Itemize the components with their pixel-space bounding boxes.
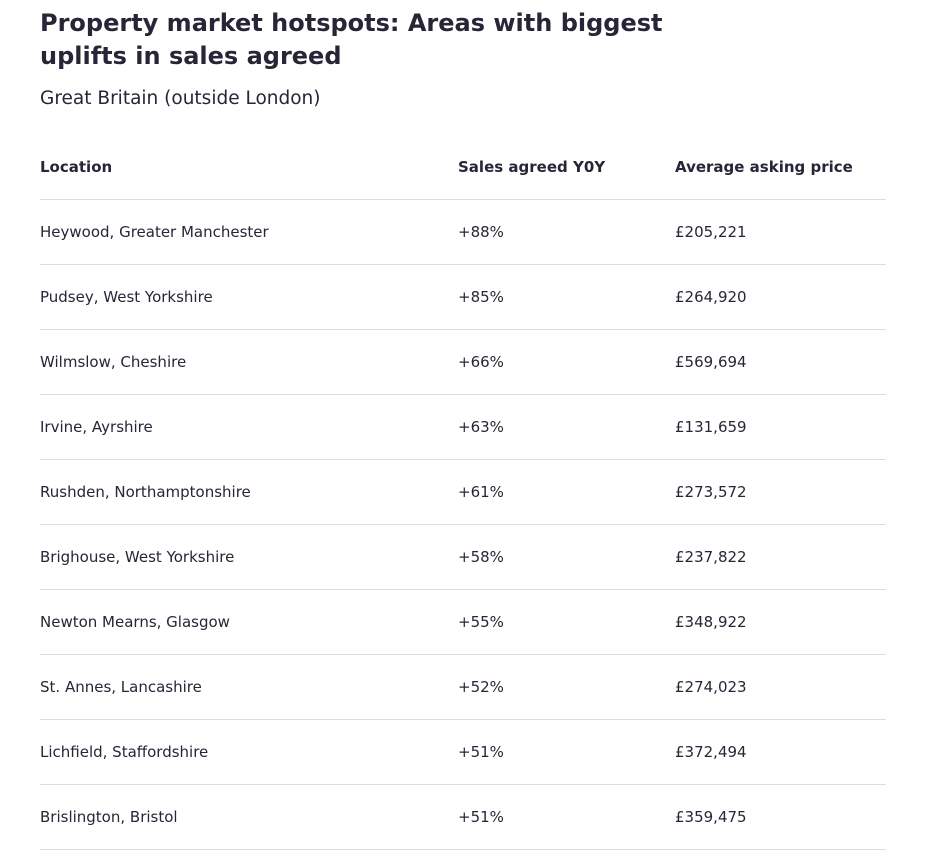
asking-price-cell: £264,920: [675, 264, 886, 330]
sales-agreed-cell: +63%: [458, 394, 675, 460]
asking-price-cell: £372,494: [675, 719, 886, 785]
location-cell: Heywood, Greater Manchester: [40, 199, 458, 265]
sales-agreed-cell: +85%: [458, 264, 675, 330]
page-title: Property market hotspots: Areas with big…: [40, 9, 663, 70]
location-cell: Brislington, Bristol: [40, 784, 458, 850]
location-cell: St. Annes, Lancashire: [40, 654, 458, 720]
table-row: Brislington, Bristol +51% £359,475: [40, 784, 886, 850]
sales-agreed-cell: +51%: [458, 784, 675, 850]
location-cell: Lichfield, Staffordshire: [40, 719, 458, 785]
hotspots-table: Location Sales agreed Y0Y Average asking…: [40, 135, 886, 850]
location-cell: Pudsey, West Yorkshire: [40, 264, 458, 330]
table-row: Rushden, Northamptonshire +61% £273,572: [40, 459, 886, 525]
asking-price-cell: £237,822: [675, 524, 886, 590]
column-header-location: Location: [40, 135, 458, 200]
sales-agreed-cell: +66%: [458, 329, 675, 395]
column-header-sales-agreed: Sales agreed Y0Y: [458, 135, 675, 200]
table-row: Lichfield, Staffordshire +51% £372,494: [40, 719, 886, 785]
sales-agreed-cell: +58%: [458, 524, 675, 590]
asking-price-cell: £205,221: [675, 199, 886, 265]
sales-agreed-cell: +51%: [458, 719, 675, 785]
location-cell: Wilmslow, Cheshire: [40, 329, 458, 395]
table-row: Irvine, Ayrshire +63% £131,659: [40, 394, 886, 460]
location-cell: Brighouse, West Yorkshire: [40, 524, 458, 590]
article-section: Property market hotspots: Areas with big…: [40, 9, 886, 850]
table-row: Wilmslow, Cheshire +66% £569,694: [40, 329, 886, 395]
asking-price-cell: £569,694: [675, 329, 886, 395]
asking-price-cell: £273,572: [675, 459, 886, 525]
page-subtitle: Great Britain (outside London): [40, 88, 321, 109]
table-row: Brighouse, West Yorkshire +58% £237,822: [40, 524, 886, 590]
asking-price-cell: £274,023: [675, 654, 886, 720]
table-header-row: Location Sales agreed Y0Y Average asking…: [40, 135, 886, 200]
location-cell: Newton Mearns, Glasgow: [40, 589, 458, 655]
sales-agreed-cell: +55%: [458, 589, 675, 655]
sales-agreed-cell: +52%: [458, 654, 675, 720]
sales-agreed-cell: +61%: [458, 459, 675, 525]
sales-agreed-cell: +88%: [458, 199, 675, 265]
asking-price-cell: £359,475: [675, 784, 886, 850]
location-cell: Irvine, Ayrshire: [40, 394, 458, 460]
table-row: Newton Mearns, Glasgow +55% £348,922: [40, 589, 886, 655]
asking-price-cell: £131,659: [675, 394, 886, 460]
location-cell: Rushden, Northamptonshire: [40, 459, 458, 525]
asking-price-cell: £348,922: [675, 589, 886, 655]
table-row: Heywood, Greater Manchester +88% £205,22…: [40, 199, 886, 265]
table-row: Pudsey, West Yorkshire +85% £264,920: [40, 264, 886, 330]
table-row: St. Annes, Lancashire +52% £274,023: [40, 654, 886, 720]
column-header-asking-price: Average asking price: [675, 135, 886, 200]
